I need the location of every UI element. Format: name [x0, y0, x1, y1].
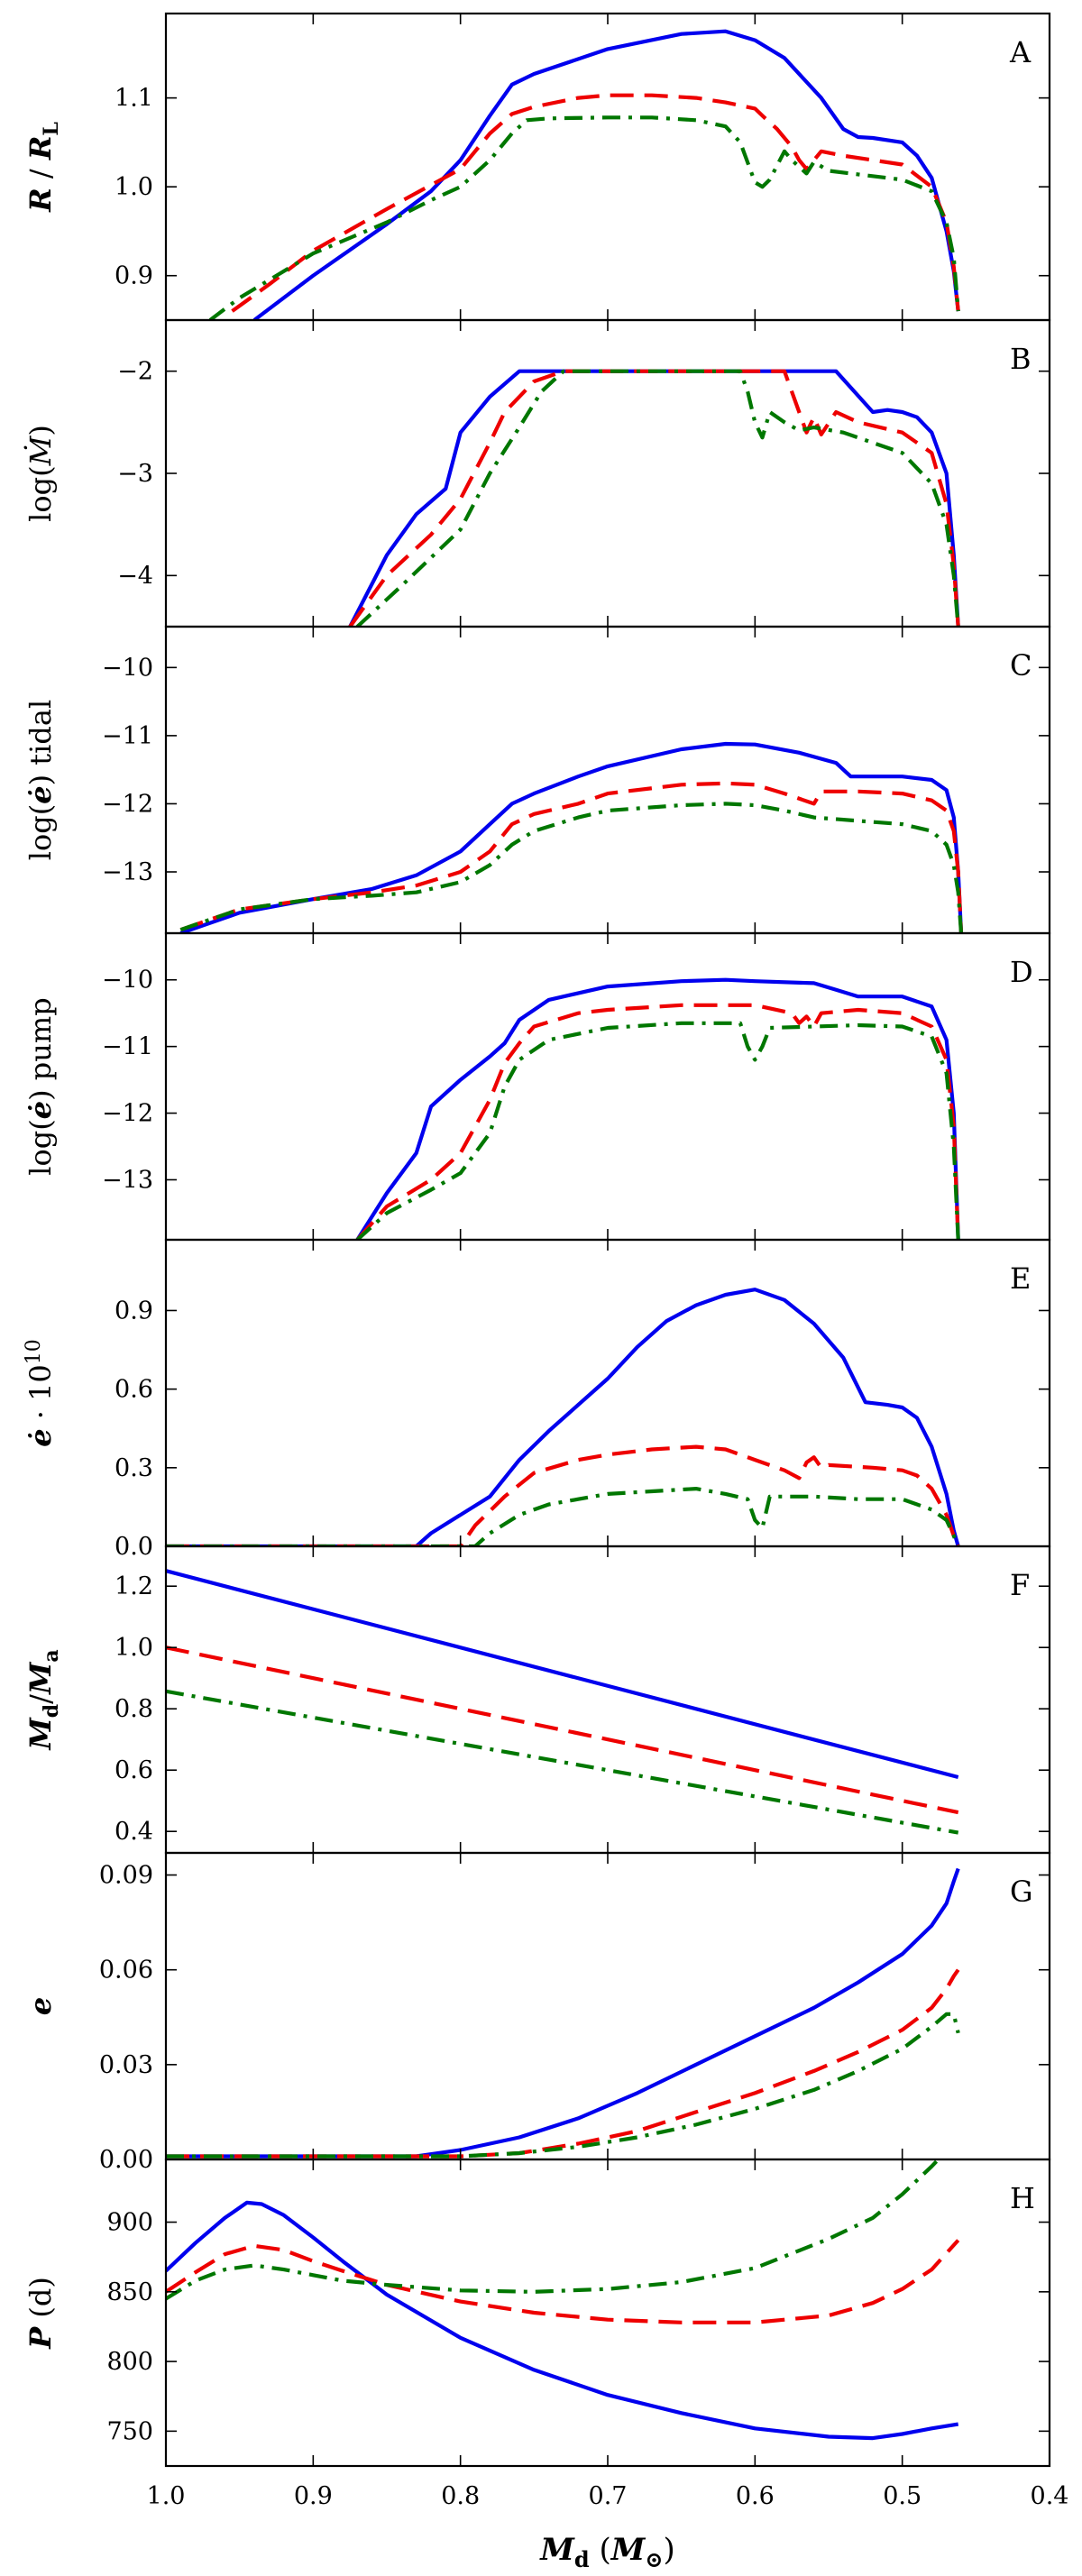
- series-line-a-2: [231, 93, 960, 313]
- y-tick-label: 0.3: [115, 1454, 153, 1482]
- y-axis-label-e: ė · 1010: [23, 1339, 58, 1447]
- y-axis-label-h: P (d): [23, 2277, 58, 2350]
- y-axis-label-a: R / RL: [23, 122, 63, 213]
- y-tick-label: 0.8: [115, 1695, 153, 1723]
- y-tick-label: 800: [106, 2348, 153, 2376]
- panel-frame: [164, 2158, 1051, 2468]
- panel-frame: [164, 931, 1051, 1242]
- series-line-d-2: [355, 1003, 960, 1240]
- x-tick-label: 0.7: [589, 2482, 628, 2510]
- panel-label-b: B: [1010, 342, 1032, 376]
- y-tick-label: −10: [102, 654, 153, 682]
- y-tick-label: 1.0: [115, 1634, 153, 1662]
- x-tick-label: 0.5: [883, 2482, 922, 2510]
- panel-frame: [164, 1238, 1051, 1548]
- y-tick-label: 0.03: [99, 2051, 153, 2079]
- y-tick-label: −13: [102, 1166, 153, 1194]
- panel-h: 750 800 850 900 H P (d): [23, 2158, 1051, 2468]
- x-tick-label: 0.9: [294, 2482, 333, 2510]
- panel-label-d: D: [1010, 955, 1033, 989]
- series-line-h-3: [166, 2159, 941, 2301]
- y-tick-label: 0.06: [99, 1957, 153, 1985]
- y-axis-label-f: Md/Ma: [23, 1649, 63, 1750]
- panel-label-g: G: [1010, 1875, 1033, 1909]
- y-tick-label: 1.1: [115, 85, 153, 113]
- x-axis-label: Md (M⊙): [539, 2532, 675, 2572]
- y-tick-label: 0.4: [115, 1818, 153, 1846]
- x-tick-label: 0.8: [441, 2482, 480, 2510]
- panel-frame: [164, 1851, 1051, 2161]
- y-tick-label: −11: [102, 1033, 153, 1061]
- series-line-f-2: [166, 1646, 959, 1815]
- y-tick-label: 900: [106, 2209, 153, 2237]
- y-tick-label: −12: [102, 1100, 153, 1128]
- panel-frame: [164, 12, 1051, 322]
- y-tick-label: 0.9: [115, 1297, 153, 1325]
- y-tick-label: 0.6: [115, 1376, 153, 1404]
- x-tick-label: 1.0: [147, 2482, 186, 2510]
- series-line-f-1: [166, 1569, 959, 1780]
- panel-label-f: F: [1010, 1568, 1030, 1602]
- series-line-b-3: [355, 369, 960, 627]
- y-tick-label: −4: [117, 562, 153, 590]
- x-tick-label: 0.6: [736, 2482, 775, 2510]
- series-line-g-1: [166, 1867, 960, 2159]
- series-line-c-1: [179, 741, 964, 933]
- panel-label-c: C: [1010, 648, 1032, 683]
- series-line-c-3: [179, 802, 964, 933]
- panel-label-h: H: [1010, 2181, 1035, 2215]
- panel-label-a: A: [1009, 35, 1032, 69]
- y-tick-label: −3: [117, 460, 153, 488]
- y-tick-label: 750: [106, 2417, 153, 2445]
- y-tick-label: −10: [102, 967, 153, 995]
- y-tick-label: 1.0: [115, 173, 153, 201]
- y-axis-label-g: e: [23, 1997, 58, 2015]
- y-tick-label: 1.2: [115, 1572, 153, 1600]
- series-line-e-1: [166, 1288, 960, 1546]
- panel-a: 0.9 1.0 1.1 A R / RL: [23, 12, 1051, 322]
- y-tick-label: 0.0: [115, 1533, 153, 1561]
- series-line-e-3: [166, 1487, 960, 1546]
- y-axis-label-c: log(ė) tidal: [23, 700, 58, 860]
- y-axis-label-d: log(ė) pump: [23, 997, 58, 1175]
- series-line-e-2: [166, 1444, 960, 1546]
- series-line-g-3: [166, 2012, 960, 2159]
- series-line-d-3: [355, 1021, 960, 1240]
- panel-e: 0.0 0.3 0.6 0.9 Eė · 1010: [23, 1238, 1051, 1561]
- series-line-a-1: [252, 29, 960, 320]
- series-line-a-3: [208, 115, 960, 320]
- series-line-b-2: [348, 369, 960, 627]
- series-line-d-1: [355, 977, 960, 1240]
- y-tick-label: 0.9: [115, 262, 153, 290]
- y-tick-label: −11: [102, 722, 153, 750]
- series-line-h-2: [166, 2239, 960, 2324]
- y-tick-label: 0.09: [99, 1862, 153, 1890]
- panel-frame: [164, 1545, 1051, 1855]
- panel-g: 0.00 0.03 0.06 0.09 Ge: [23, 1851, 1051, 2174]
- series-line-b-1: [348, 369, 960, 627]
- series-line-c-2: [179, 781, 964, 933]
- panel-label-e: E: [1010, 1261, 1031, 1296]
- y-axis-label-b: log(Ṁ): [23, 425, 58, 522]
- y-tick-label: −2: [117, 358, 153, 386]
- panel-f: 0.4 0.6 0.8 1.0 1.2 F Md/Ma: [23, 1545, 1051, 1855]
- y-tick-label: −13: [102, 858, 153, 886]
- y-tick-label: −12: [102, 790, 153, 818]
- series-line-g-2: [166, 1968, 960, 2159]
- y-tick-label: 0.00: [99, 2146, 153, 2174]
- x-tick-label: 0.4: [1031, 2482, 1069, 2510]
- panel-frame: [164, 318, 1051, 628]
- y-tick-label: 850: [106, 2278, 153, 2306]
- y-tick-label: 0.6: [115, 1756, 153, 1784]
- series-line-f-3: [166, 1689, 959, 1835]
- series-line-h-1: [166, 2200, 959, 2441]
